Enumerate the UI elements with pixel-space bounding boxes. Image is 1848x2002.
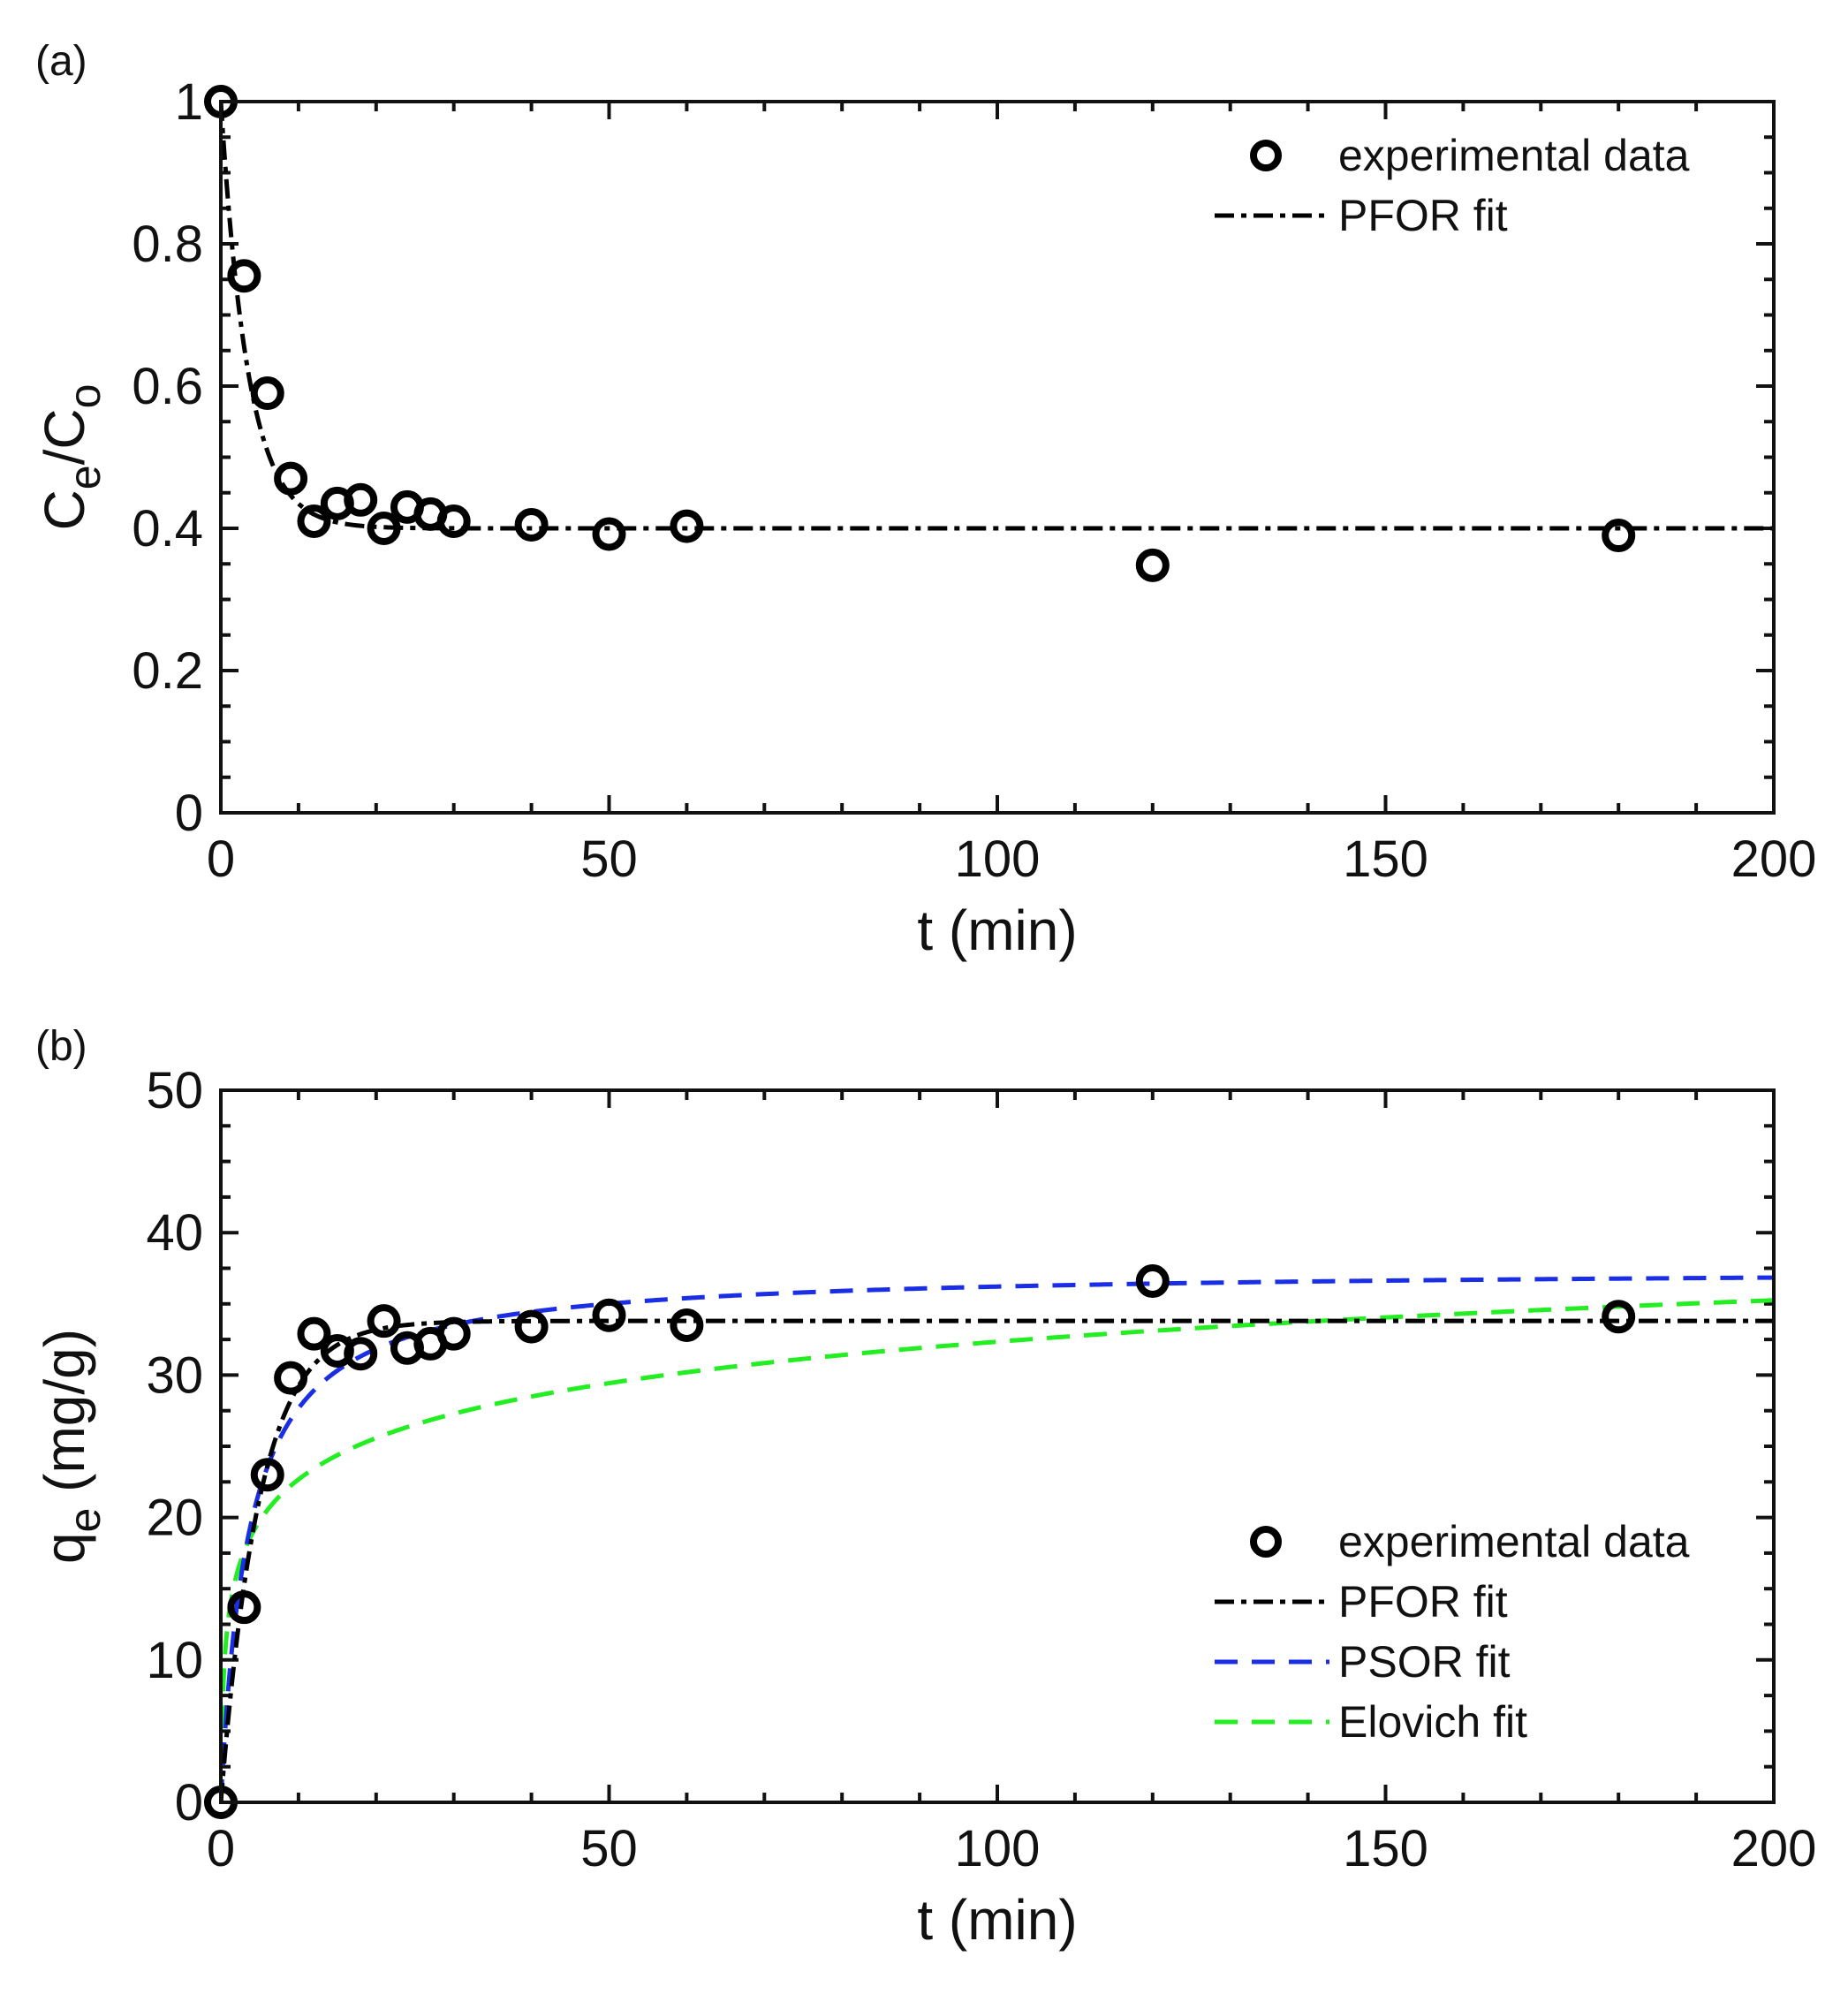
legend: experimental data PFOR fit PSOR fit Elovich… xyxy=(1215,1517,1690,1747)
y-axis-label: qe (mg/g) xyxy=(33,1329,110,1564)
data-point xyxy=(297,504,331,538)
plot-frame xyxy=(219,1088,1776,1804)
data-point xyxy=(670,1308,704,1342)
data-point xyxy=(297,1316,331,1351)
y-tick-label: 0.4 xyxy=(132,500,203,557)
panel-label: (a) xyxy=(35,38,87,85)
x-tick-label: 200 xyxy=(1731,1820,1817,1877)
legend-label: Elovich fit xyxy=(1338,1697,1527,1747)
x-tick-label: 50 xyxy=(580,830,638,888)
data-point xyxy=(1135,548,1170,582)
data-point xyxy=(514,1309,549,1344)
legend: experimental data PFOR fit xyxy=(1215,131,1690,240)
x-tick-label: 50 xyxy=(580,1820,638,1877)
x-tick-label: 100 xyxy=(955,830,1041,888)
y-tick-label: 10 xyxy=(146,1632,203,1689)
y-tick-label: 0.8 xyxy=(132,216,203,273)
y-tick-label: 0 xyxy=(175,1774,203,1831)
axis-ticks xyxy=(219,1088,1776,1804)
x-tick-label: 0 xyxy=(207,1820,235,1877)
panel-a: (a) 0 50 100 150 200 0 0.2 0.4 0.6 0.8 1 t (min) Ce/C… xyxy=(33,38,1816,962)
x-axis-label: t (min) xyxy=(917,1888,1077,1952)
data-point xyxy=(344,482,378,517)
data-point xyxy=(1135,1264,1170,1299)
x-tick-label: 0 xyxy=(207,830,235,888)
y-tick-label: 20 xyxy=(146,1490,203,1547)
y-axis-label-part: /C xyxy=(33,408,96,465)
y-axis-label-part: (mg/g) xyxy=(33,1329,96,1508)
y-tick-label: 40 xyxy=(146,1204,203,1262)
y-axis-label-subscript: o xyxy=(60,384,110,409)
y-axis-label-subscript: e xyxy=(60,465,110,489)
legend-label: experimental data xyxy=(1338,131,1690,180)
x-tick-label: 100 xyxy=(955,1820,1041,1877)
data-point xyxy=(436,504,471,538)
data-point xyxy=(227,1590,261,1625)
legend-label: PFOR fit xyxy=(1338,191,1508,240)
y-axis-label-part: C xyxy=(33,489,96,530)
data-point xyxy=(367,1304,401,1338)
data-point xyxy=(274,1361,308,1395)
axis-ticks xyxy=(219,100,1776,815)
data-point xyxy=(670,509,704,543)
legend-marker-experimental xyxy=(1250,1526,1282,1558)
data-point xyxy=(436,1316,471,1351)
legend-label: experimental data xyxy=(1338,1517,1690,1566)
data-point xyxy=(250,1458,284,1492)
psor-fit-curve xyxy=(221,1275,1774,1802)
x-tick-label: 200 xyxy=(1731,830,1817,888)
panel-b: (b) 0 50 100 150 200 0 10 20 30 40 50 t (min) qe (mg/… xyxy=(33,1023,1816,1952)
pfor-fit-curve xyxy=(221,1318,1774,1802)
data-point xyxy=(1602,519,1636,553)
x-axis-label: t (min) xyxy=(917,899,1077,962)
legend-label: PSOR fit xyxy=(1338,1637,1511,1687)
data-point xyxy=(514,507,549,542)
x-tick-label: 150 xyxy=(1343,1820,1428,1877)
plot-frame xyxy=(219,100,1776,815)
y-tick-label: 0.6 xyxy=(132,358,203,415)
y-tick-label: 0 xyxy=(175,785,203,842)
data-point xyxy=(367,512,401,545)
elovich-fit-curve xyxy=(221,1298,1774,1802)
data-point xyxy=(250,376,284,411)
data-point xyxy=(592,1298,626,1332)
x-tick-label: 150 xyxy=(1343,830,1428,888)
y-tick-label: 30 xyxy=(146,1346,203,1404)
legend-label: PFOR fit xyxy=(1338,1577,1508,1627)
y-tick-label: 1 xyxy=(175,73,203,131)
y-axis-label-part: q xyxy=(33,1532,96,1564)
fit-curves xyxy=(221,1275,1774,1802)
data-point xyxy=(592,517,626,551)
data-point xyxy=(1602,1300,1636,1334)
data-point xyxy=(274,461,308,496)
panel-label: (b) xyxy=(35,1023,87,1070)
legend-marker-experimental xyxy=(1250,140,1282,171)
y-axis-label-subscript: e xyxy=(60,1508,110,1533)
y-tick-label: 0.2 xyxy=(132,642,203,700)
y-axis-label: Ce/Co xyxy=(33,384,110,531)
data-point xyxy=(344,1337,378,1371)
data-point xyxy=(227,259,261,293)
y-tick-label: 50 xyxy=(146,1062,203,1119)
